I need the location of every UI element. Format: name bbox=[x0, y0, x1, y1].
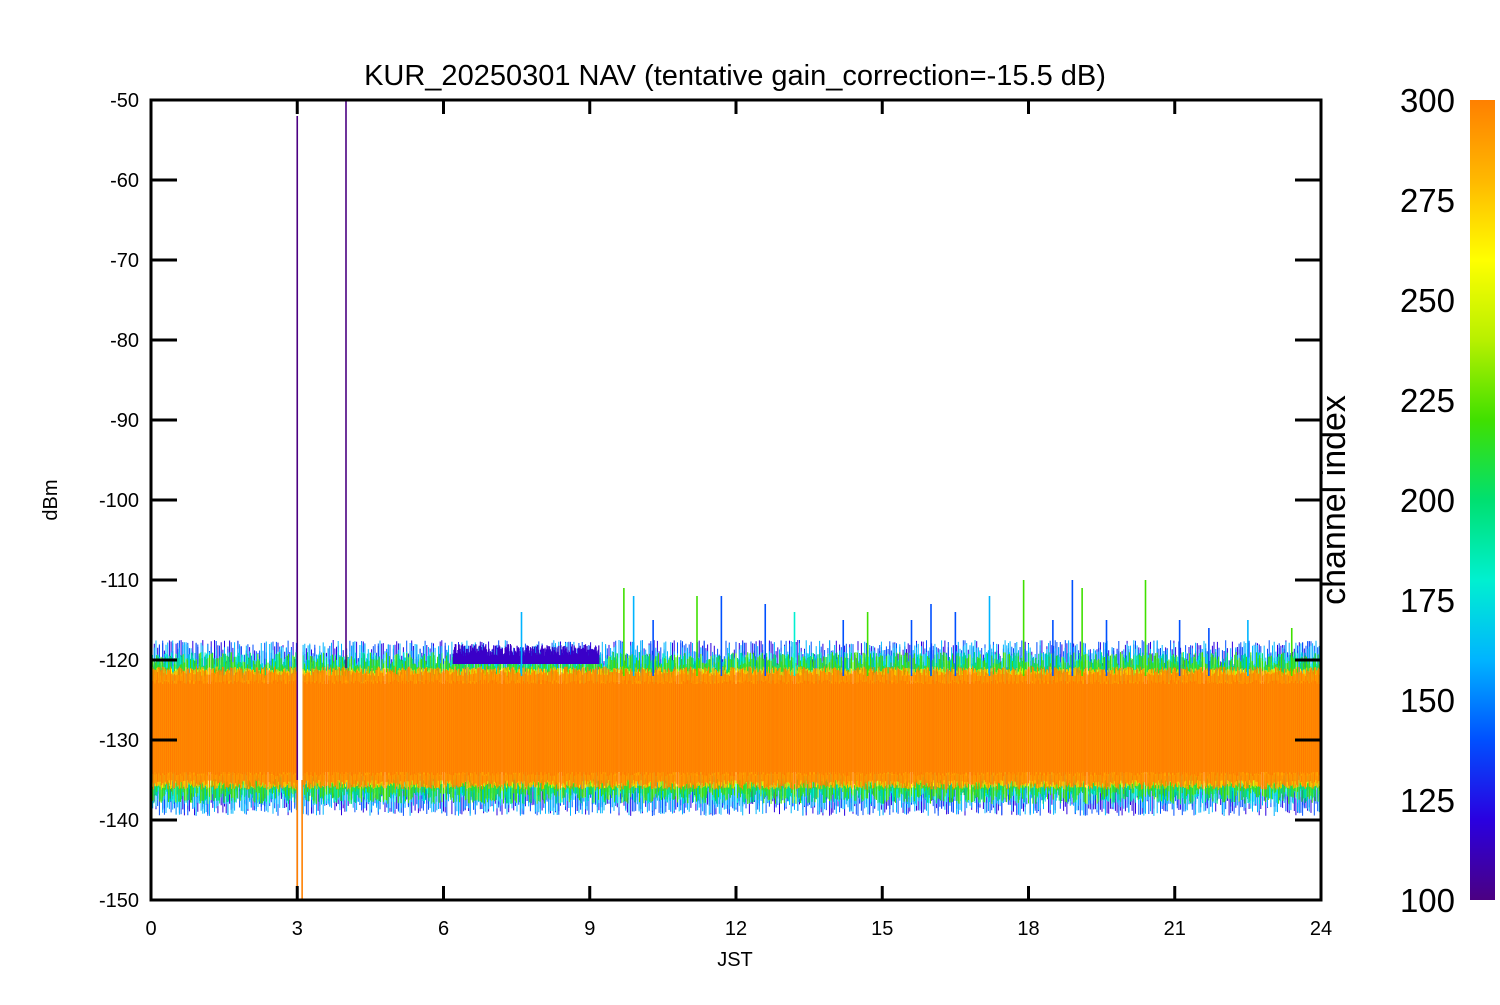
x-tick-label: 24 bbox=[1310, 918, 1332, 940]
elevated-trace bbox=[452, 644, 600, 664]
chart-title: KUR_20250301 NAV (tentative gain_correct… bbox=[364, 60, 1106, 92]
colorbar-label: channel index bbox=[1315, 395, 1353, 605]
x-tick-label: 21 bbox=[1164, 918, 1186, 940]
y-tick-label: -100 bbox=[99, 490, 139, 512]
plot-area bbox=[151, 100, 1321, 900]
colorbar-tick-label: 275 bbox=[1400, 182, 1455, 219]
colorbar-ticks: 300 275 250 225 200 175 150 125 100 bbox=[1400, 82, 1455, 919]
noise-core-texture-trace bbox=[151, 680, 1320, 776]
y-tick-label: -120 bbox=[99, 650, 139, 672]
y-axis: -50 -60 -70 -80 -90 -100 -110 -120 -130 -140 -150 bbox=[99, 90, 1321, 912]
y-tick-label: -140 bbox=[99, 810, 139, 832]
core-band bbox=[151, 684, 298, 772]
x-tick-label: 0 bbox=[145, 918, 156, 940]
colorbar-tick-label: 100 bbox=[1400, 882, 1455, 919]
y-tick-label: -70 bbox=[110, 250, 139, 272]
x-tick-label: 12 bbox=[725, 918, 747, 940]
x-tick-label: 6 bbox=[438, 918, 449, 940]
x-axis: 0 3 6 9 12 15 18 21 24 bbox=[145, 100, 1332, 940]
x-tick-label: 9 bbox=[584, 918, 595, 940]
colorbar-tick-label: 150 bbox=[1400, 682, 1455, 719]
y-tick-label: -110 bbox=[100, 570, 139, 592]
elevated-low-channel bbox=[452, 644, 600, 664]
y-tick-label: -90 bbox=[110, 410, 139, 432]
y-tick-label: -50 bbox=[110, 90, 139, 112]
spikes bbox=[296, 100, 1293, 900]
colorbar-tick-label: 200 bbox=[1400, 482, 1455, 519]
colorbar-tick-label: 125 bbox=[1400, 782, 1455, 819]
colorbar bbox=[1470, 100, 1495, 900]
x-tick-label: 18 bbox=[1017, 918, 1039, 940]
y-tick-label: -80 bbox=[110, 330, 139, 352]
colorbar-tick-label: 175 bbox=[1400, 582, 1455, 619]
colorbar-tick-label: 225 bbox=[1400, 382, 1455, 419]
y-tick-label: -130 bbox=[99, 730, 139, 752]
x-tick-label: 3 bbox=[292, 918, 303, 940]
y-tick-label: -150 bbox=[99, 890, 139, 912]
x-tick-label: 15 bbox=[871, 918, 893, 940]
y-axis-label: dBm bbox=[40, 479, 62, 520]
colorbar-tick-label: 250 bbox=[1400, 282, 1455, 319]
y-tick-label: -60 bbox=[110, 170, 139, 192]
noise-core-texture bbox=[151, 680, 1320, 776]
x-axis-label: JST bbox=[717, 949, 753, 971]
colorbar-tick-label: 300 bbox=[1400, 82, 1455, 119]
